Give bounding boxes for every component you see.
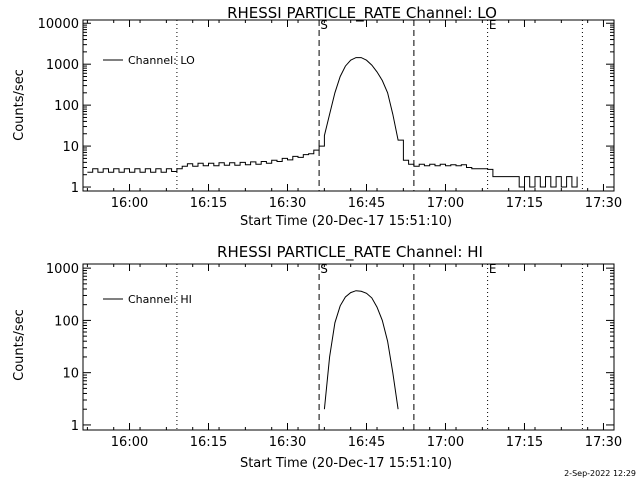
- panel-lo-series-line: [87, 57, 578, 188]
- panel-hi-ylabel: Counts/sec: [12, 309, 27, 381]
- panel-hi-legend-label: Channel: HI: [128, 293, 192, 306]
- x-tick-label: 17:30: [585, 435, 622, 450]
- x-tick-label: 16:30: [269, 435, 306, 450]
- x-tick-label: 17:15: [506, 435, 543, 450]
- x-tick-label: 17:00: [427, 196, 464, 211]
- panel-hi-xlabel: Start Time (20-Dec-17 15:51:10): [240, 456, 452, 471]
- panel-lo-xlabel: Start Time (20-Dec-17 15:51:10): [240, 214, 452, 229]
- panel-lo-legend: Channel: LO: [103, 54, 195, 67]
- x-tick-label: 16:30: [269, 196, 306, 211]
- y-tick-label: 10: [62, 367, 79, 382]
- y-tick-label: 1: [71, 181, 79, 196]
- vline-label: E: [489, 18, 497, 32]
- x-tick-label: 16:15: [190, 435, 227, 450]
- y-tick-label: 1000: [46, 58, 79, 73]
- vline-label: S: [320, 262, 328, 276]
- x-tick-label: 16:45: [348, 196, 385, 211]
- vline-label: E: [489, 262, 497, 276]
- panel-hi-plot-frame: [82, 263, 615, 431]
- y-tick-label: 1: [71, 419, 79, 434]
- panel-hi-series-line: [323, 290, 399, 410]
- panel-lo-ylabel: Counts/sec: [12, 69, 27, 141]
- panel-hi-title: RHESSI PARTICLE_RATE Channel: HI: [217, 243, 483, 262]
- x-tick-label: 16:00: [111, 435, 148, 450]
- footer-date: 2-Sep-2022 12:29: [564, 469, 636, 478]
- y-tick-label: 100: [54, 99, 79, 114]
- x-tick-label: 16:45: [348, 435, 385, 450]
- y-tick-label: 100: [54, 314, 79, 329]
- y-tick-label: 10000: [38, 17, 79, 32]
- x-tick-label: 17:00: [427, 435, 464, 450]
- vline-label: S: [320, 18, 328, 32]
- x-tick-label: 16:00: [111, 196, 148, 211]
- panel-lo-ticks: 16:00 16:15 16:30 16:45 17:00 17:15 17:30 1 10 10…: [38, 17, 623, 211]
- x-tick-label: 16:15: [190, 196, 227, 211]
- panel-lo-legend-label: Channel: LO: [128, 54, 195, 67]
- x-tick-label: 17:15: [506, 196, 543, 211]
- panel-hi-legend: Channel: HI: [103, 293, 192, 306]
- panel-lo-title: RHESSI PARTICLE_RATE Channel: LO: [227, 4, 497, 23]
- panel-hi-ticks: 16:00 16:15 16:30 16:45 17:00 17:15 17:30 1 10 10…: [46, 262, 622, 450]
- y-tick-label: 10: [62, 140, 79, 155]
- y-tick-label: 1000: [46, 262, 79, 277]
- x-tick-label: 17:30: [585, 196, 622, 211]
